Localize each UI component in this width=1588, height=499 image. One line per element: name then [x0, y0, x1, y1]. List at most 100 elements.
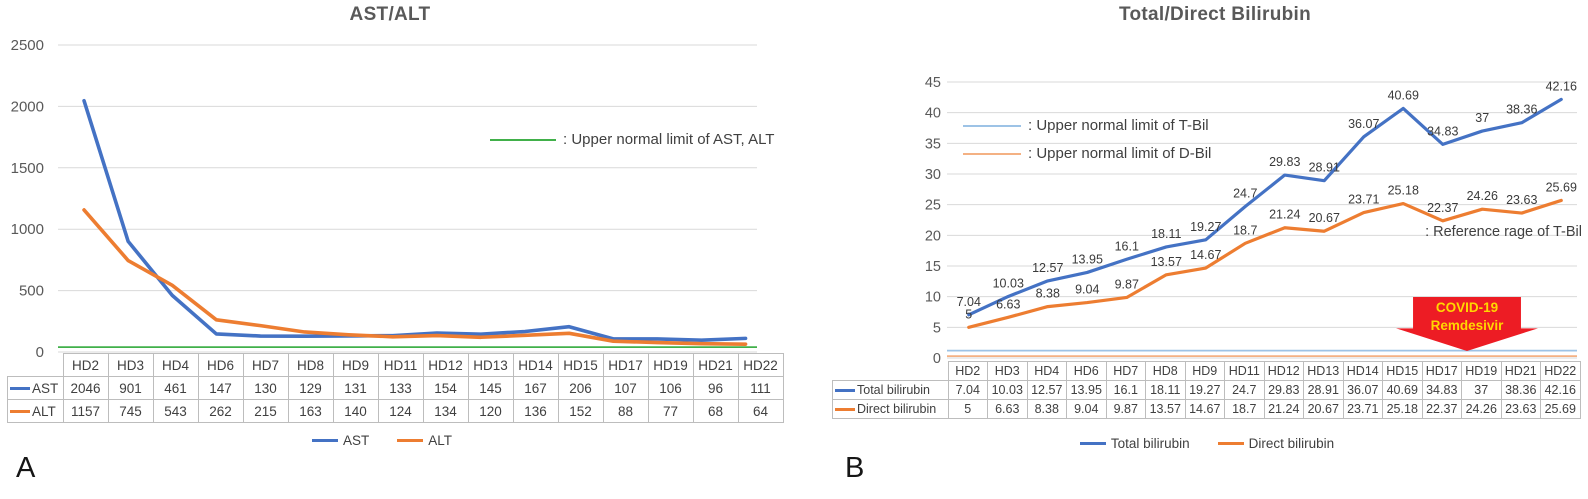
table-value-cell: 8.38	[1026, 399, 1067, 419]
table-value-cell: 124	[377, 399, 424, 423]
series-name: ALT	[32, 403, 56, 419]
direct-bilirubin-point-label: 9.04	[1075, 283, 1099, 297]
direct-bilirubin-legend-swatch	[1217, 441, 1244, 446]
total-bilirubin-point-label: 42.16	[1546, 79, 1577, 93]
table-header-cell: HD6	[197, 353, 244, 377]
chart-a-reference-label: : Upper normal limit of AST, ALT	[563, 131, 775, 148]
direct-bilirubin-point-label: 18.7	[1233, 223, 1257, 237]
table-value-cell: 42.16	[1540, 380, 1581, 400]
table-header-cell: HD17	[1421, 361, 1462, 381]
direct-bilirubin-point-label: 21.24	[1269, 208, 1300, 222]
table-corner-cell	[833, 362, 949, 381]
table-value-cell: 13.95	[1066, 380, 1107, 400]
table-header-cell: HD2	[947, 361, 988, 381]
table-value-cell: 12.57	[1026, 380, 1067, 400]
table-header-cell: HD11	[1224, 361, 1265, 381]
table-value-cell: 20.67	[1303, 399, 1344, 419]
table-header-cell: HD8	[287, 353, 334, 377]
y-tick-label: 25	[925, 198, 941, 214]
table-header-cell: HD21	[1500, 361, 1541, 381]
table-value-cell: 64	[737, 399, 784, 423]
table-header-cell: HD13	[1303, 361, 1344, 381]
table-value-cell: 23.63	[1500, 399, 1541, 419]
table-value-cell: 13.57	[1145, 399, 1186, 419]
table-value-cell: 5	[947, 399, 988, 419]
table-row: AST 2046 901 461 147 130 129 131 133 154 145 167 206…	[7, 376, 784, 400]
table-value-cell: 120	[467, 399, 514, 423]
dbil-reference-label: : Upper normal limit of D-Bil	[1028, 145, 1212, 162]
direct-bilirubin-point-label: 23.71	[1348, 193, 1379, 207]
y-tick-label: 45	[925, 75, 941, 91]
table-value-cell: 461	[152, 376, 199, 400]
series-name: Direct bilirubin	[857, 402, 937, 416]
table-value-cell: 14.67	[1184, 399, 1225, 419]
chart-a-data-table: HD2 HD3 HD4 HD6 HD7 HD8 HD9 HD11 HD12 HD13 HD14 HD1…	[7, 353, 784, 423]
table-value-cell: 68	[692, 399, 739, 423]
table-value-cell: 9.04	[1066, 399, 1107, 419]
table-header-cell: HD7	[242, 353, 289, 377]
tbil-reference-legend: : Upper normal limit of T-Bil	[963, 117, 1209, 134]
table-corner-cell	[8, 354, 64, 377]
chart-a-legend: AST ALT	[0, 433, 764, 448]
tbil-reference-label: : Upper normal limit of T-Bil	[1028, 117, 1209, 134]
table-header-cell: HD22	[1540, 361, 1581, 381]
table-value-cell: 106	[647, 376, 694, 400]
total-bilirubin-line	[967, 97, 1563, 317]
table-value-cell: 24.7	[1224, 380, 1265, 400]
table-value-cell: 16.1	[1105, 380, 1146, 400]
table-value-cell: 37	[1461, 380, 1502, 400]
table-value-cell: 18.7	[1224, 399, 1265, 419]
table-value-cell: 77	[647, 399, 694, 423]
y-tick-label: 2500	[11, 37, 44, 54]
table-row: ALT 1157 745 543 262 215 163 140 124 134 120 136 152…	[7, 399, 784, 423]
total-bilirubin-point-label: 19.27	[1190, 220, 1221, 234]
legend-item-total-bilirubin: Total bilirubin	[1079, 436, 1190, 451]
y-tick-label: 15	[925, 259, 941, 275]
table-value-cell: 107	[602, 376, 649, 400]
table-header-cell: HD7	[1105, 361, 1146, 381]
total-bilirubin-point-label: 34.83	[1427, 124, 1458, 138]
total-bilirubin-point-label: 29.83	[1269, 155, 1300, 169]
y-tick-label: 0	[933, 351, 941, 367]
chart-a: 0 500 1000 1500 2000 2500	[11, 37, 757, 361]
y-tick-label: 40	[925, 106, 941, 122]
chart-a-title: AST/ALT	[349, 4, 431, 25]
ast-legend-swatch	[311, 438, 338, 443]
ast-swatch	[10, 386, 30, 390]
table-value-cell: 206	[557, 376, 604, 400]
total-bilirubin-point-label: 24.7	[1233, 187, 1257, 201]
table-header-cell: HD9	[1184, 361, 1225, 381]
table-header-cell: HD21	[692, 353, 739, 377]
direct-bilirubin-point-label: 9.87	[1115, 277, 1139, 291]
legend-item-direct-bilirubin: Direct bilirubin	[1217, 436, 1334, 451]
table-value-cell: 29.83	[1263, 380, 1304, 400]
table-value-cell: 134	[422, 399, 469, 423]
table-header-cell: HD17	[602, 353, 649, 377]
total-bilirubin-point-label: 28.91	[1309, 161, 1340, 175]
total-bilirubin-point-label: 40.69	[1388, 88, 1419, 102]
y-tick-label: 1500	[11, 160, 44, 177]
table-value-cell: 154	[422, 376, 469, 400]
table-value-cell: 96	[692, 376, 739, 400]
direct-bilirubin-point-label: 6.63	[996, 297, 1020, 311]
table-value-cell: 140	[332, 399, 379, 423]
series-name: AST	[32, 380, 59, 396]
table-header-cell: HD8	[1145, 361, 1186, 381]
chart-b-title: Total/Direct Bilirubin	[1118, 4, 1312, 25]
table-header-cell: HD14	[1342, 361, 1383, 381]
table-value-cell: 152	[557, 399, 604, 423]
table-value-cell: 9.87	[1105, 399, 1146, 419]
table-header-cell: HD19	[1461, 361, 1502, 381]
table-value-cell: 1157	[62, 399, 109, 423]
table-header-cell: HD2	[62, 353, 109, 377]
table-value-cell: 23.71	[1342, 399, 1383, 419]
y-tick-label: 5	[933, 320, 941, 336]
table-header-cell: HD12	[1263, 361, 1304, 381]
table-value-cell: 25.18	[1382, 399, 1423, 419]
reference-range-note: : Reference rage of T-Bil	[1425, 224, 1582, 240]
orange-line-swatch	[963, 152, 1021, 155]
chart-a-reference-legend: : Upper normal limit of AST, ALT	[490, 131, 774, 148]
y-tick-label: 10	[925, 290, 941, 306]
series-label-cell: AST	[7, 376, 64, 400]
